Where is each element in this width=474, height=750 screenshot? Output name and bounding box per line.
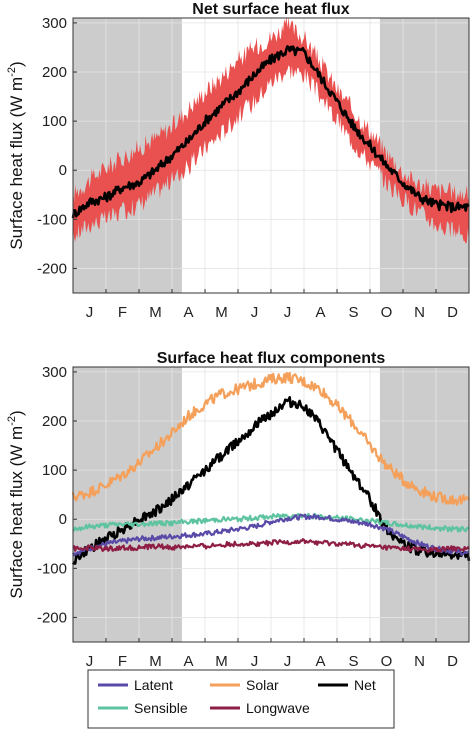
x-tick-label: J: [284, 304, 292, 321]
x-tick-label: D: [447, 653, 458, 670]
heat-flux-components-panel: -200 -100 0 100 200 300 J F M A M J J A S O N D Surface he…: [6, 350, 471, 670]
x-tick-label: F: [118, 653, 127, 670]
series-line-net: [71, 45, 471, 219]
y-tick-label: 200: [42, 413, 67, 430]
x-tick-label: O: [381, 304, 393, 321]
legend-box: [87, 669, 395, 729]
chart-title: Surface heat flux components: [157, 350, 386, 367]
x-tick-label: M: [215, 304, 228, 321]
x-tick-label: M: [149, 653, 162, 670]
x-tick-label: J: [251, 304, 259, 321]
x-tick-label: S: [348, 304, 358, 321]
y-tick-label: -200: [37, 609, 67, 626]
y-tick-label: 0: [59, 511, 67, 528]
y-axis-label: Surface heat flux (W m-2): [6, 410, 26, 598]
x-tick-label: S: [348, 653, 358, 670]
y-tick-label: 100: [42, 113, 67, 130]
y-tick-label: -100: [37, 560, 67, 577]
series-line-sensible: [72, 512, 470, 533]
legend-label-latent: Latent: [134, 677, 173, 693]
series-line-longwave: [72, 538, 470, 554]
x-tick-label: N: [414, 304, 425, 321]
y-tick-label: -200: [37, 260, 67, 277]
chart-title: Net surface heat flux: [192, 1, 349, 18]
x-tick-label: F: [118, 304, 127, 321]
x-tick-label: J: [251, 653, 259, 670]
legend-label-sensible: Sensible: [134, 700, 188, 716]
shaded-period: [379, 367, 469, 642]
series-line-solar: [71, 371, 470, 506]
x-tick-label: N: [414, 653, 425, 670]
x-tick-label: J: [86, 653, 94, 670]
shaded-period: [379, 18, 469, 293]
x-tick-label: D: [447, 304, 458, 321]
y-tick-label: 0: [59, 162, 67, 179]
x-tick-label: A: [183, 304, 193, 321]
legend-label-net: Net: [354, 677, 376, 693]
x-tick-label: A: [315, 653, 325, 670]
x-tick-label: A: [315, 304, 325, 321]
legend-label-longwave: Longwave: [246, 700, 310, 716]
series-line-latent: [72, 513, 470, 557]
x-tick-label: O: [381, 653, 393, 670]
y-tick-label: 300: [42, 15, 67, 32]
y-tick-label: 100: [42, 462, 67, 479]
y-tick-label: 300: [42, 364, 67, 381]
x-tick-label: J: [284, 653, 292, 670]
legend-label-solar: Solar: [246, 677, 279, 693]
net-heat-flux-panel: -200 -100 0 100 200 300 J F M A M J J A S O N D Net surfac…: [6, 1, 471, 321]
y-axis-label: Surface heat flux (W m-2): [6, 61, 26, 249]
y-tick-label: 200: [42, 64, 67, 81]
x-tick-label: A: [183, 653, 193, 670]
x-tick-label: J: [86, 304, 94, 321]
x-tick-label: M: [215, 653, 228, 670]
x-tick-label: M: [149, 304, 162, 321]
legend: Latent Solar Net Sensible Longwave: [87, 669, 395, 729]
y-tick-label: -100: [37, 211, 67, 228]
series-line-net: [71, 395, 471, 566]
